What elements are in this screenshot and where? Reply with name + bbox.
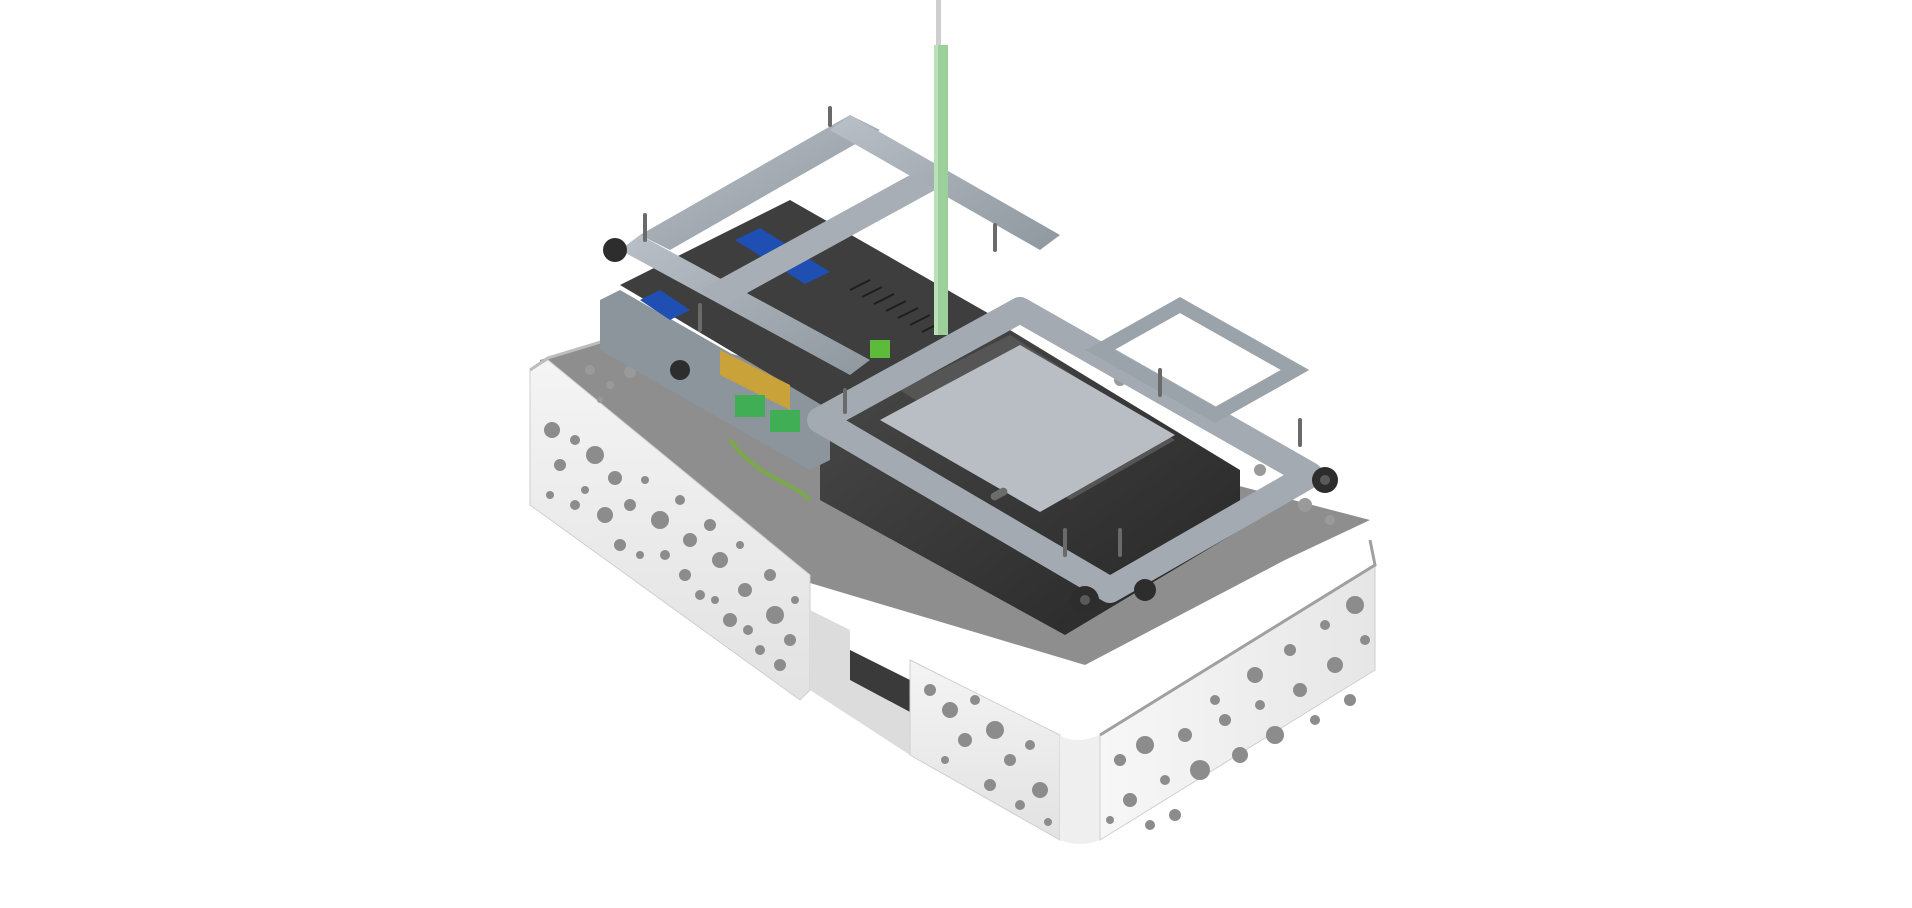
right-rim bbox=[1099, 539, 1377, 737]
front-corner bbox=[1060, 735, 1100, 844]
frame-right-outer bbox=[807, 297, 1323, 603]
notch-shadow bbox=[850, 650, 910, 712]
thumbscrews bbox=[603, 238, 1338, 614]
standoff-pins bbox=[643, 106, 1302, 557]
psu-blue-strip-2 bbox=[640, 290, 690, 320]
front-perforations bbox=[924, 684, 1052, 826]
frame-strut bbox=[1085, 296, 1310, 424]
frame-cross bbox=[700, 175, 935, 305]
vertical-rod bbox=[934, 0, 948, 335]
right-perforations bbox=[1106, 596, 1370, 830]
frame-rail-left bbox=[640, 115, 880, 250]
frame-inner-plate bbox=[880, 345, 1175, 512]
knob-back-left bbox=[603, 238, 627, 262]
plate-slot bbox=[990, 487, 1008, 501]
terminal-block bbox=[720, 340, 890, 432]
psu-top bbox=[620, 200, 1000, 410]
left-perforations bbox=[544, 422, 799, 671]
frame-rail-front bbox=[620, 235, 870, 375]
knob-front-left bbox=[670, 360, 690, 380]
ground-cable bbox=[728, 438, 812, 502]
knob-front-2 bbox=[1134, 579, 1156, 601]
heatsink-fins bbox=[849, 279, 943, 333]
rod-upper bbox=[936, 0, 941, 50]
front-notch bbox=[810, 610, 910, 755]
